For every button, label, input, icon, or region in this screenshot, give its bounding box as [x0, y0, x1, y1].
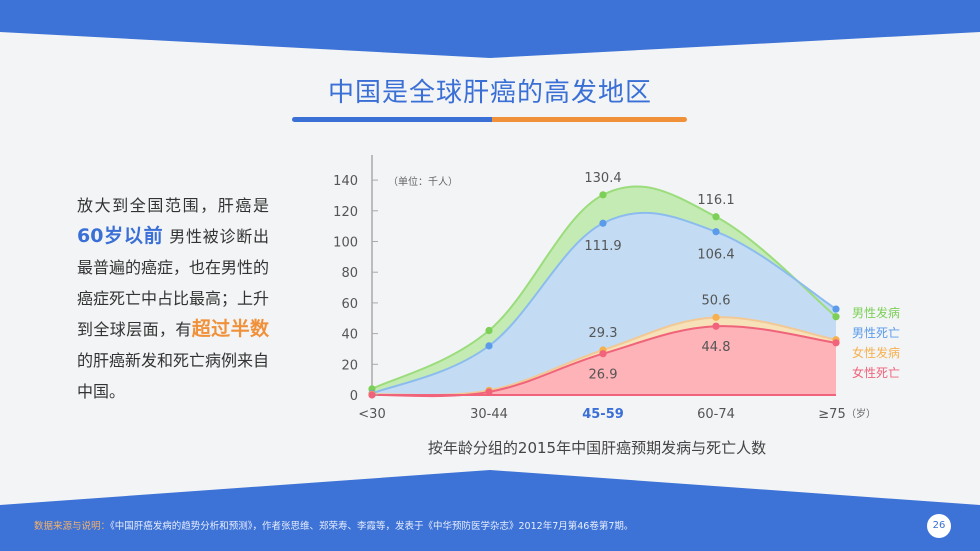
y-tick-label: 60	[341, 297, 358, 312]
legend-item-女性死亡: 女性死亡	[852, 365, 900, 380]
y-tick-label: 140	[333, 174, 358, 189]
legend-item-女性发病: 女性发病	[852, 345, 900, 360]
y-tick-label: 0	[350, 389, 358, 404]
description-text-1: 放大到全国范围，肝癌是	[77, 196, 269, 215]
data-source-label: 数据来源与说明：	[34, 521, 111, 532]
description-highlight-half: 超过半数	[191, 318, 269, 340]
data-point-男性发病	[832, 313, 840, 321]
x-tick-label: 45-59	[582, 407, 624, 422]
y-tick-label: 20	[341, 358, 358, 373]
legend-item-男性死亡: 男性死亡	[852, 326, 900, 340]
liver-cancer-area-chart: 0 20 40 60 80 100 120 140 （单位：千人） <30 30-44 45-59 60…	[333, 155, 900, 457]
data-label-男性死亡: 111.9	[584, 239, 621, 254]
data-point-男性发病	[485, 326, 493, 335]
title-underline-orange	[492, 117, 687, 122]
data-point-女性发病	[712, 313, 720, 321]
page-title: 中国是全球肝癌的高发地区	[327, 78, 652, 108]
data-label-男性发病: 130.4	[584, 171, 621, 186]
description-text-2: 男性被诊断出最普遍的癌症，也在男性的癌症死亡中占比最高；上升到全球层面，有	[77, 227, 270, 339]
data-point-男性死亡	[599, 219, 607, 227]
area-女性死亡	[372, 326, 836, 397]
y-tick-label: 100	[333, 236, 358, 251]
x-tick-label: ≥75	[818, 407, 845, 422]
data-label-女性发病: 50.6	[702, 293, 731, 308]
x-tick-label: 30-44	[470, 407, 508, 422]
data-point-男性发病	[712, 213, 720, 221]
data-source-note: 数据来源与说明：《中国肝癌发病的趋势分析和预测》，作者张思维、郑荣寿、李霞等，发…	[34, 518, 633, 532]
header-band	[0, 0, 980, 58]
x-tick-label: <30	[358, 407, 385, 422]
legend-item-男性发病: 男性发病	[852, 305, 900, 320]
data-label-男性发病: 116.1	[697, 193, 734, 208]
data-label-女性发病: 29.3	[589, 326, 618, 341]
chart-title: 按年龄分组的2015年中国肝癌预期发病与死亡人数	[428, 439, 766, 457]
data-point-女性死亡	[832, 339, 840, 347]
y-tick-label: 40	[341, 328, 358, 343]
footer-band	[0, 470, 980, 551]
data-source-text: 《中国肝癌发病的趋势分析和预测》，作者张思维、郑荣寿、李霞等，发表于《中华预防医…	[110, 521, 634, 532]
page-number: 26	[927, 514, 951, 538]
data-point-男性死亡	[485, 342, 493, 350]
data-point-男性死亡	[832, 305, 840, 313]
data-point-女性死亡	[368, 391, 376, 399]
title-underline-blue	[292, 117, 492, 122]
unit-label: （单位：千人）	[388, 175, 458, 188]
description-highlight-age: 60岁以前	[77, 225, 164, 247]
data-point-女性死亡	[599, 350, 607, 358]
data-label-男性死亡: 106.4	[697, 248, 734, 263]
description-paragraph: 放大到全国范围，肝癌是 60岁以前 男性被诊断出最普遍的癌症，也在男性的癌症死亡中…	[77, 190, 269, 407]
data-point-女性死亡	[485, 388, 493, 396]
data-point-男性死亡	[712, 228, 720, 236]
x-unit-label: （岁）	[846, 407, 876, 420]
description-text-3: 的肝癌新发和死亡病例来自中国。	[77, 351, 270, 401]
y-tick-label: 120	[333, 205, 358, 220]
y-tick-label: 80	[341, 266, 358, 281]
x-tick-label: 60-74	[697, 407, 735, 422]
data-label-女性死亡: 44.8	[702, 340, 731, 355]
data-label-女性死亡: 26.9	[589, 368, 618, 383]
data-point-男性发病	[599, 191, 607, 199]
data-point-女性死亡	[712, 322, 720, 330]
